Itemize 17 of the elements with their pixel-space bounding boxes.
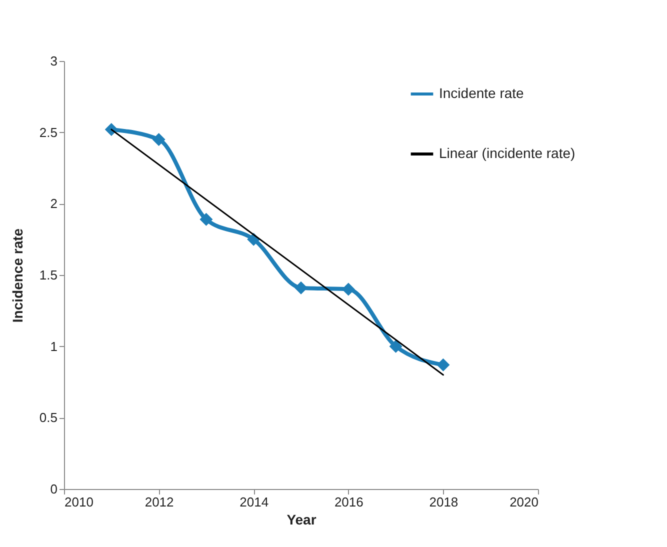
y-tick-label: 0.5 bbox=[39, 410, 58, 426]
x-tick-label: 2010 bbox=[64, 494, 94, 510]
y-tick-label: 1 bbox=[50, 338, 58, 354]
x-axis-title: Year bbox=[286, 512, 317, 528]
y-tick-label: 2.5 bbox=[39, 124, 58, 140]
x-tick-label: 2014 bbox=[240, 494, 269, 510]
legend-label: Linear (incidente rate) bbox=[439, 145, 576, 161]
y-tick-label: 0 bbox=[50, 482, 58, 496]
x-tick-label: 2016 bbox=[334, 494, 364, 510]
x-tick-label: 2020 bbox=[510, 494, 538, 510]
y-tick-label: 3 bbox=[50, 54, 58, 68]
x-tick-label: 2012 bbox=[144, 494, 174, 510]
y-tick-label: 1.5 bbox=[39, 268, 58, 282]
y-tick-label: 2 bbox=[50, 196, 58, 212]
x-tick-label: 2018 bbox=[429, 494, 458, 510]
legend-label: Incidente rate bbox=[439, 85, 524, 101]
y-axis-title: Incidence rate bbox=[9, 228, 26, 323]
